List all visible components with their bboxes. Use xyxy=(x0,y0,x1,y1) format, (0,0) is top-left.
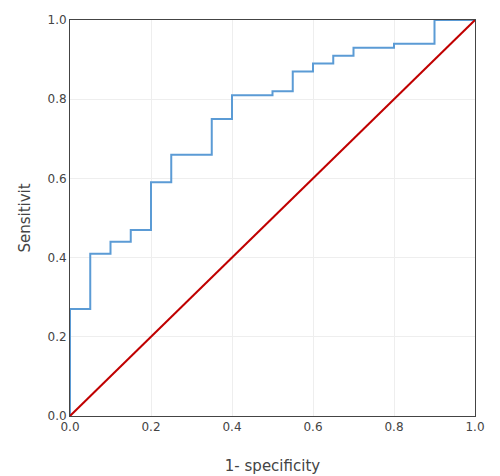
svg-text:0.6: 0.6 xyxy=(48,172,67,186)
svg-text:0.0: 0.0 xyxy=(48,409,67,423)
svg-text:0.2: 0.2 xyxy=(141,420,160,434)
svg-text:0.4: 0.4 xyxy=(48,251,67,265)
svg-text:0.0: 0.0 xyxy=(60,420,79,434)
svg-text:1.0: 1.0 xyxy=(465,420,484,434)
svg-text:0.4: 0.4 xyxy=(222,420,241,434)
svg-text:0.2: 0.2 xyxy=(48,330,67,344)
svg-text:0.8: 0.8 xyxy=(48,92,67,106)
svg-text:1- specificity: 1- specificity xyxy=(225,457,320,475)
svg-text:0.6: 0.6 xyxy=(303,420,322,434)
svg-text:0.8: 0.8 xyxy=(384,420,403,434)
svg-text:Sensitivit: Sensitivit xyxy=(16,183,34,252)
svg-text:1.0: 1.0 xyxy=(48,13,67,27)
